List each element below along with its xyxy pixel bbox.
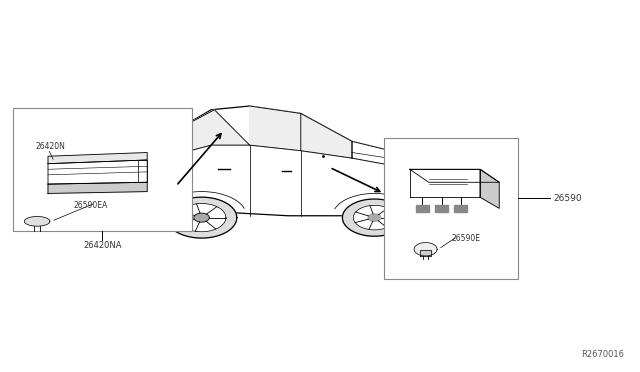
Polygon shape — [24, 217, 50, 226]
Bar — [384, 138, 518, 279]
Polygon shape — [48, 182, 147, 193]
Polygon shape — [410, 169, 480, 197]
Polygon shape — [368, 214, 381, 221]
Text: 26420N: 26420N — [35, 142, 65, 151]
Polygon shape — [194, 213, 209, 222]
Bar — [13, 108, 192, 231]
Polygon shape — [144, 130, 176, 171]
Polygon shape — [342, 199, 406, 236]
Polygon shape — [176, 110, 250, 154]
Text: 26590: 26590 — [554, 194, 582, 203]
Polygon shape — [352, 141, 413, 169]
Polygon shape — [353, 205, 396, 230]
Text: R2670016: R2670016 — [581, 350, 624, 359]
Polygon shape — [48, 160, 147, 184]
Polygon shape — [414, 243, 437, 256]
Polygon shape — [48, 153, 147, 164]
Polygon shape — [410, 169, 499, 182]
Polygon shape — [416, 205, 429, 212]
Polygon shape — [250, 106, 301, 151]
Text: 26590EA: 26590EA — [74, 201, 108, 210]
Polygon shape — [420, 250, 431, 256]
Text: 26590E: 26590E — [451, 234, 480, 243]
Polygon shape — [301, 113, 352, 158]
Text: 26420NA: 26420NA — [83, 241, 122, 250]
Polygon shape — [454, 205, 467, 212]
Polygon shape — [480, 169, 499, 208]
Polygon shape — [144, 106, 413, 216]
Polygon shape — [166, 197, 237, 238]
Polygon shape — [435, 205, 448, 212]
Polygon shape — [177, 203, 226, 232]
